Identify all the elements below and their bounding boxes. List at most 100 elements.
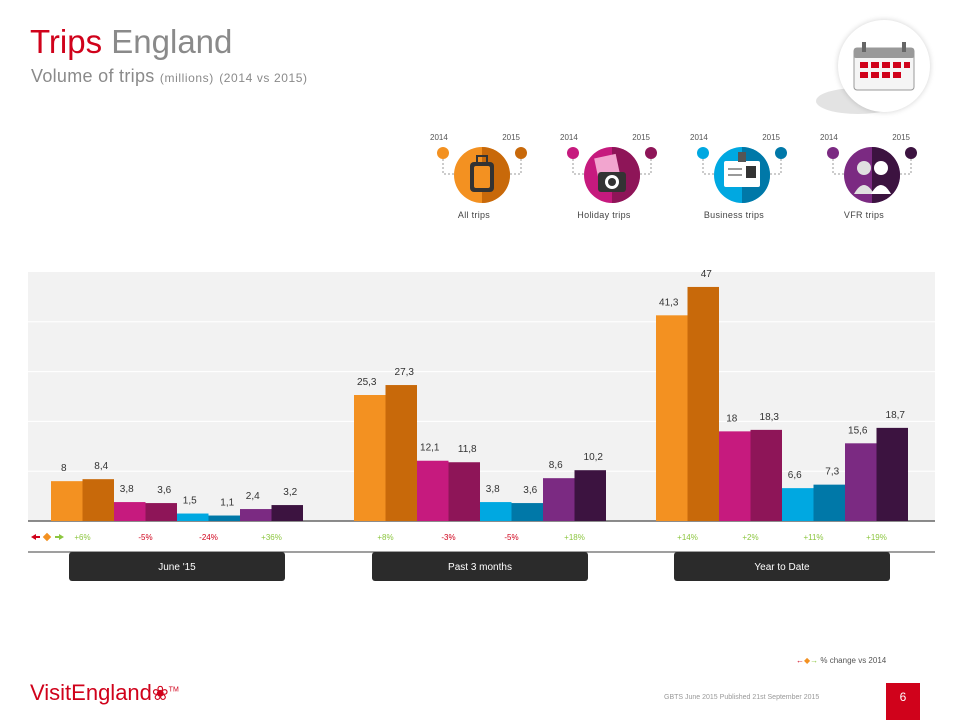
category-label: Year to Date: [754, 562, 810, 573]
change-label: +8%: [377, 533, 393, 542]
series-legend: 2014 2015 All trips 2014 2015 Holiday tr…: [420, 128, 920, 228]
data-label: 18: [726, 413, 738, 424]
data-label: 6,6: [788, 470, 802, 481]
data-label: 7,3: [825, 467, 839, 478]
change-label: +36%: [261, 533, 282, 542]
legend-all-trips: 2014 2015 All trips: [420, 128, 528, 228]
bar-business-trips-2014: [782, 488, 814, 521]
category-label: June '15: [158, 562, 196, 573]
page-number: 6: [886, 683, 920, 720]
bar-all-trips-2014: [354, 395, 386, 521]
bar-all-trips-2014: [656, 315, 688, 521]
calendar-graphic: [853, 42, 915, 91]
change-label: +14%: [677, 533, 698, 542]
data-label: 27,3: [395, 367, 415, 378]
legend-vfr-year2: 2015: [892, 133, 910, 142]
bar-vfr-trips-2015: [574, 470, 606, 521]
bar-holiday-trips-2014: [114, 502, 146, 521]
bar-all-trips-2015: [82, 479, 114, 521]
legend-all-trips-graphic: [437, 147, 527, 203]
change-legend-text: % change vs 2014: [820, 656, 887, 665]
legend-business-trips-graphic: [697, 147, 787, 203]
data-label: 18,3: [760, 412, 780, 423]
data-label: 10,2: [584, 452, 604, 463]
legend-vfr-year1: 2014: [820, 133, 838, 142]
legend-business-trips: 2014 2015 Business trips: [680, 128, 788, 228]
legend-holiday-label: Holiday trips: [577, 210, 631, 220]
data-label: 1,1: [220, 498, 234, 509]
change-label: +19%: [866, 533, 887, 542]
page-subtitle: Volume of trips (millions) (2014 vs 2015…: [31, 66, 308, 87]
bar-holiday-trips-2014: [719, 431, 751, 521]
change-label: +18%: [564, 533, 585, 542]
title-highlight: Trips: [30, 23, 103, 60]
data-label: 47: [701, 269, 713, 280]
subtitle-main: Volume of trips: [31, 66, 155, 86]
bar-holiday-trips-2015: [448, 462, 480, 521]
data-label: 3,6: [157, 485, 171, 496]
legend-business-year1: 2014: [690, 133, 708, 142]
footer-source: GBTS June 2015 Published 21st September …: [664, 694, 820, 701]
title-rest: England: [111, 23, 233, 60]
legend-holiday-year2: 2015: [632, 133, 650, 142]
data-label: 25,3: [357, 377, 377, 388]
bar-holiday-trips-2014: [417, 460, 449, 521]
change-legend-left-arrow-icon: ←: [796, 656, 804, 665]
change-label: -24%: [199, 533, 218, 542]
rose-icon: ❀: [151, 683, 169, 705]
bar-vfr-trips-2014: [240, 509, 272, 521]
data-label: 3,8: [486, 484, 500, 495]
legend-vfr-trips: 2014 2015 VFR trips: [810, 128, 918, 228]
data-label: 18,7: [886, 410, 906, 421]
right-arrow-icon: [55, 534, 64, 540]
data-label: 8,6: [549, 460, 563, 471]
change-label: +2%: [742, 533, 758, 542]
bar-all-trips-2015: [385, 385, 417, 521]
bar-all-trips-2014: [51, 481, 83, 521]
visitengland-logo: VisitEngland❀TM: [30, 680, 179, 706]
bar-business-trips-2014: [480, 502, 512, 521]
category-header: [372, 552, 588, 581]
legend-all-label: All trips: [457, 210, 491, 220]
legend-all-year1: 2014: [430, 133, 448, 142]
data-label: 11,8: [458, 444, 477, 455]
subtitle-unit: (millions): [159, 71, 214, 85]
data-label: 8,4: [94, 461, 108, 472]
plot-area: [28, 272, 935, 521]
bar-vfr-trips-2015: [271, 505, 303, 521]
data-label: 1,5: [183, 496, 197, 507]
legend-business-year2: 2015: [762, 133, 780, 142]
data-label: 15,6: [848, 425, 868, 436]
bar-all-trips-2015: [687, 286, 719, 521]
category-header: [674, 552, 890, 581]
page-title: Trips England: [30, 22, 232, 62]
change-label: -3%: [441, 533, 455, 542]
calendar-icon: [838, 20, 930, 112]
change-label: -5%: [138, 533, 152, 542]
change-label: -5%: [504, 533, 518, 542]
bar-vfr-trips-2014: [543, 478, 575, 521]
legend-holiday-trips-graphic: [567, 147, 657, 203]
diamond-icon: [42, 532, 52, 542]
legend-holiday-trips: 2014 2015 Holiday trips: [550, 128, 658, 228]
logo-text: VisitEngland: [30, 680, 152, 705]
legend-business-label: Business trips: [703, 210, 765, 220]
logo-trademark: TM: [168, 686, 179, 694]
bar-holiday-trips-2015: [750, 429, 782, 521]
legend-holiday-year1: 2014: [560, 133, 578, 142]
subtitle-period: (2014 vs 2015): [219, 71, 308, 85]
data-label: 3,2: [283, 487, 297, 498]
bar-holiday-trips-2015: [145, 503, 177, 521]
data-label: 41,3: [659, 297, 679, 308]
legend-vfr-label: VFR trips: [843, 210, 885, 220]
data-label: 3,6: [523, 485, 537, 496]
change-label: +11%: [803, 533, 823, 542]
left-arrow-icon: [31, 534, 40, 540]
change-label: +6%: [74, 533, 90, 542]
data-label: 12,1: [420, 443, 440, 454]
category-header: [69, 552, 285, 581]
bar-business-trips-2014: [177, 513, 209, 521]
bar-business-trips-2015: [208, 515, 240, 521]
bar-business-trips-2015: [813, 484, 845, 521]
